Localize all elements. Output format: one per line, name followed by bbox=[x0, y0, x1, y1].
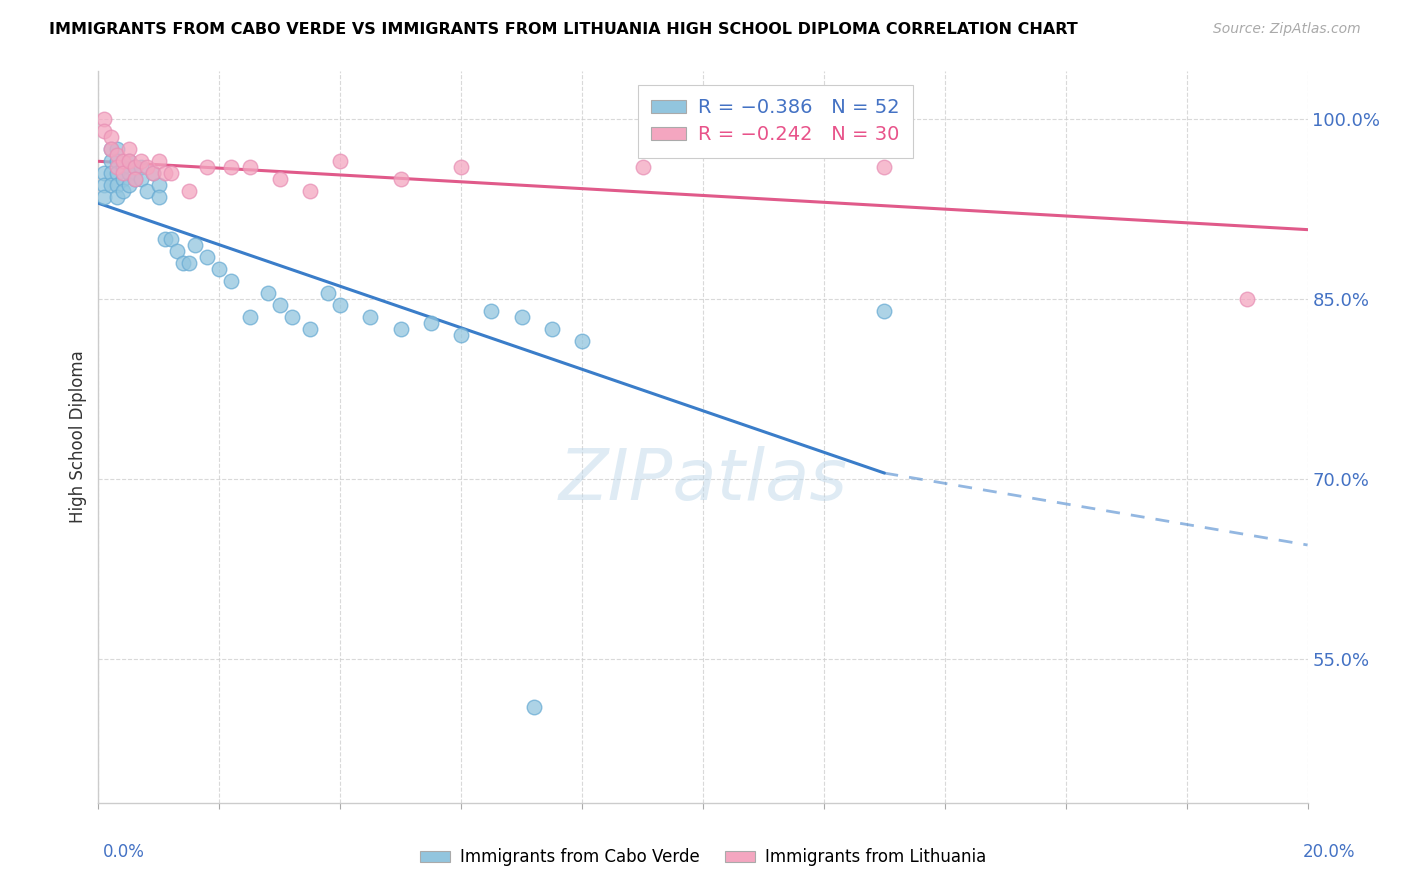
Point bbox=[105, 190, 128, 204]
Point bbox=[179, 184, 201, 198]
Point bbox=[118, 142, 141, 156]
Point bbox=[160, 166, 183, 180]
Point bbox=[100, 142, 122, 156]
Point bbox=[221, 161, 243, 175]
Y-axis label: High School Diploma: High School Diploma bbox=[69, 351, 87, 524]
Point bbox=[184, 238, 207, 252]
Point bbox=[93, 124, 115, 138]
Point bbox=[93, 112, 115, 127]
Point bbox=[129, 154, 152, 169]
Point bbox=[195, 250, 218, 264]
Point bbox=[148, 178, 170, 193]
Point bbox=[481, 304, 503, 318]
Point bbox=[269, 298, 291, 312]
Point bbox=[118, 166, 141, 180]
Point bbox=[93, 166, 115, 180]
Point bbox=[111, 166, 134, 180]
Point bbox=[135, 161, 157, 175]
Point bbox=[239, 161, 262, 175]
Text: IMMIGRANTS FROM CABO VERDE VS IMMIGRANTS FROM LITHUANIA HIGH SCHOOL DIPLOMA CORR: IMMIGRANTS FROM CABO VERDE VS IMMIGRANTS… bbox=[49, 22, 1078, 37]
Point bbox=[100, 154, 122, 169]
Point bbox=[153, 232, 176, 246]
Point bbox=[111, 184, 134, 198]
Point bbox=[142, 166, 165, 180]
Point bbox=[124, 172, 146, 186]
Point bbox=[105, 142, 128, 156]
Point bbox=[166, 244, 188, 259]
Point bbox=[179, 256, 201, 270]
Point bbox=[129, 172, 152, 186]
Point bbox=[105, 161, 128, 175]
Text: 20.0%: 20.0% bbox=[1302, 843, 1355, 861]
Point bbox=[148, 190, 170, 204]
Legend: Immigrants from Cabo Verde, Immigrants from Lithuania: Immigrants from Cabo Verde, Immigrants f… bbox=[413, 842, 993, 873]
Text: Source: ZipAtlas.com: Source: ZipAtlas.com bbox=[1213, 22, 1361, 37]
Point bbox=[142, 166, 165, 180]
Point bbox=[172, 256, 194, 270]
Point bbox=[510, 310, 533, 325]
Point bbox=[118, 154, 141, 169]
Point bbox=[93, 190, 115, 204]
Point bbox=[269, 172, 291, 186]
Point bbox=[389, 172, 412, 186]
Point bbox=[329, 298, 352, 312]
Point bbox=[299, 322, 322, 336]
Point bbox=[873, 161, 896, 175]
Point bbox=[631, 161, 654, 175]
Point bbox=[135, 184, 157, 198]
Point bbox=[93, 178, 115, 193]
Point bbox=[105, 148, 128, 162]
Legend: R = −0.386   N = 52, R = −0.242   N = 30: R = −0.386 N = 52, R = −0.242 N = 30 bbox=[638, 85, 914, 158]
Point bbox=[195, 161, 218, 175]
Point bbox=[540, 322, 562, 336]
Point bbox=[299, 184, 322, 198]
Point bbox=[208, 262, 231, 277]
Point bbox=[105, 154, 128, 169]
Point bbox=[221, 274, 243, 288]
Text: ZIPatlas: ZIPatlas bbox=[558, 447, 848, 516]
Point bbox=[153, 166, 176, 180]
Point bbox=[111, 172, 134, 186]
Point bbox=[105, 166, 128, 180]
Point bbox=[420, 316, 443, 330]
Point bbox=[329, 154, 352, 169]
Point bbox=[281, 310, 304, 325]
Point bbox=[523, 699, 546, 714]
Point bbox=[873, 304, 896, 318]
Text: 0.0%: 0.0% bbox=[103, 843, 145, 861]
Point bbox=[124, 172, 146, 186]
Point bbox=[1236, 292, 1258, 306]
Point bbox=[360, 310, 382, 325]
Point bbox=[571, 334, 593, 348]
Point bbox=[160, 232, 183, 246]
Point bbox=[111, 161, 134, 175]
Point bbox=[100, 130, 122, 145]
Point bbox=[148, 154, 170, 169]
Point bbox=[389, 322, 412, 336]
Point bbox=[100, 178, 122, 193]
Point bbox=[118, 178, 141, 193]
Point bbox=[118, 154, 141, 169]
Point bbox=[450, 328, 472, 343]
Point bbox=[100, 142, 122, 156]
Point bbox=[239, 310, 262, 325]
Point bbox=[450, 161, 472, 175]
Point bbox=[124, 161, 146, 175]
Point bbox=[100, 166, 122, 180]
Point bbox=[316, 286, 339, 301]
Point bbox=[105, 178, 128, 193]
Point bbox=[124, 161, 146, 175]
Point bbox=[256, 286, 278, 301]
Point bbox=[129, 161, 152, 175]
Point bbox=[111, 154, 134, 169]
